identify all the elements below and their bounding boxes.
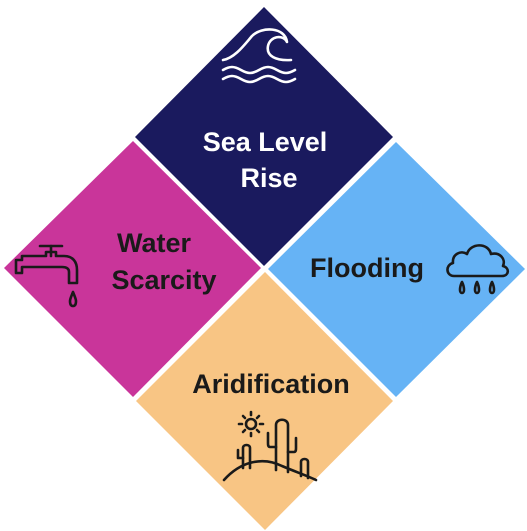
sea-level-rise-label-line2: Rise — [240, 163, 297, 193]
faucet-icon — [14, 244, 79, 308]
flooding-label: Flooding — [310, 253, 424, 283]
aridification-label: Aridification — [192, 369, 350, 399]
wave-icon — [221, 28, 297, 84]
quadrant-flooding: Flooding — [268, 142, 525, 397]
rain-cloud-icon — [446, 244, 510, 295]
quadrant-sea-level-rise: Sea Level Rise — [135, 7, 393, 266]
aridification-tile — [136, 272, 393, 530]
sea-level-rise-tile — [135, 7, 393, 266]
desert-cactus-icon — [222, 410, 318, 482]
water-scarcity-label-line2: Scarcity — [111, 265, 216, 295]
quadrant-water-scarcity: Water Scarcity — [4, 141, 261, 397]
water-scarcity-tile — [4, 141, 261, 397]
quadrant-aridification: Aridification — [136, 272, 393, 530]
sea-level-rise-label-line1: Sea Level — [203, 127, 328, 157]
flooding-tile — [268, 142, 525, 397]
water-scarcity-label-line1: Water — [117, 228, 192, 258]
